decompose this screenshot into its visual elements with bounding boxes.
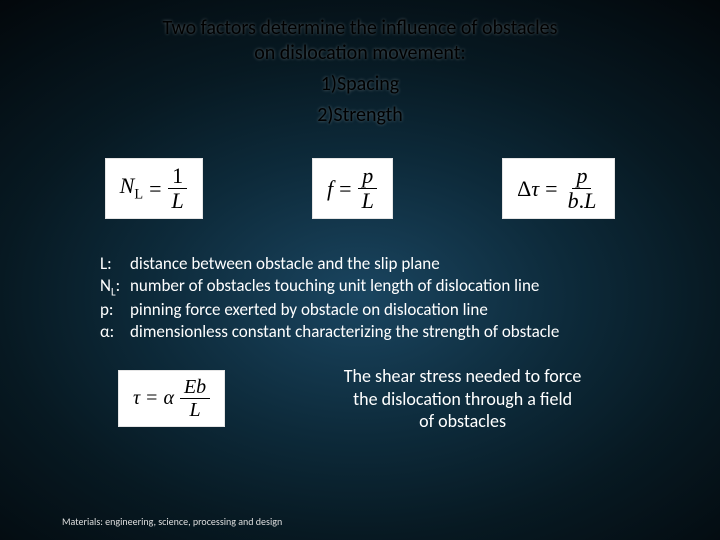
- shear-line2: the dislocation through a field: [265, 388, 660, 411]
- eq2-den: L: [358, 189, 378, 212]
- shear-line1: The shear stress needed to force: [265, 365, 660, 388]
- eq1-den: L: [167, 189, 187, 212]
- eq3-fraction: p b.L: [564, 165, 601, 212]
- def-row-L: L: distance between obstacle and the sli…: [100, 253, 680, 275]
- eq4-fraction: Eb L: [180, 377, 210, 420]
- def-sym-alpha: α:: [100, 321, 130, 343]
- def-row-NL: NL: number of obstacles touching unit le…: [100, 275, 680, 299]
- def-sym-L: L:: [100, 253, 130, 275]
- eq3-lhs: Δτ: [517, 176, 539, 202]
- eq3-den: b.L: [564, 189, 601, 212]
- footer-citation: Materials: engineering, science, process…: [62, 515, 282, 528]
- equals-sign: =: [545, 176, 557, 202]
- shear-caption: The shear stress needed to force the dis…: [265, 365, 660, 433]
- eq1-num: 1: [168, 165, 187, 189]
- def-text-NL: number of obstacles touching unit length…: [130, 275, 680, 299]
- title-line2: on dislocation movement:: [80, 41, 640, 66]
- eq4-lhs: τ: [133, 387, 140, 410]
- eq3-num: p: [572, 165, 591, 189]
- eq1-fraction: 1 L: [167, 165, 187, 212]
- equals-sign: =: [339, 176, 351, 202]
- bottom-row: τ = α Eb L The shear stress needed to fo…: [0, 365, 720, 433]
- eq2-num: p: [358, 165, 377, 189]
- eq4-den: L: [186, 399, 205, 420]
- equation-f: f = p L: [312, 158, 393, 219]
- def-text-p: pinning force exerted by obstacle on dis…: [130, 299, 680, 321]
- equation-tau: τ = α Eb L: [118, 370, 225, 427]
- def-text-L: distance between obstacle and the slip p…: [130, 253, 680, 275]
- equation-delta-tau: Δτ = p b.L: [502, 158, 615, 219]
- def-row-alpha: α: dimensionless constant characterizing…: [100, 321, 680, 343]
- def-sym-p: p:: [100, 299, 130, 321]
- def-text-alpha: dimensionless constant characterizing th…: [130, 321, 680, 343]
- title-item1: 1)Spacing: [80, 72, 640, 97]
- definitions: L: distance between obstacle and the sli…: [0, 253, 720, 343]
- title-block: Two factors determine the influence of o…: [0, 0, 720, 128]
- equation-row: NL = 1 L f = p L Δτ = p b.L: [0, 158, 720, 219]
- title-line1: Two factors determine the influence of o…: [80, 16, 640, 41]
- title-item2: 2)Strength: [80, 103, 640, 128]
- def-row-p: p: pinning force exerted by obstacle on …: [100, 299, 680, 321]
- equals-sign: =: [146, 387, 157, 410]
- equals-sign: =: [149, 176, 161, 202]
- eq4-coeff: α: [163, 387, 174, 410]
- shear-line3: of obstacles: [265, 410, 660, 433]
- eq2-lhs: f: [327, 176, 333, 202]
- eq4-num: Eb: [180, 377, 210, 399]
- eq2-fraction: p L: [358, 165, 378, 212]
- equation-nl: NL = 1 L: [105, 158, 203, 219]
- eq1-lhs: NL: [120, 173, 143, 203]
- def-sym-NL: NL:: [100, 275, 130, 299]
